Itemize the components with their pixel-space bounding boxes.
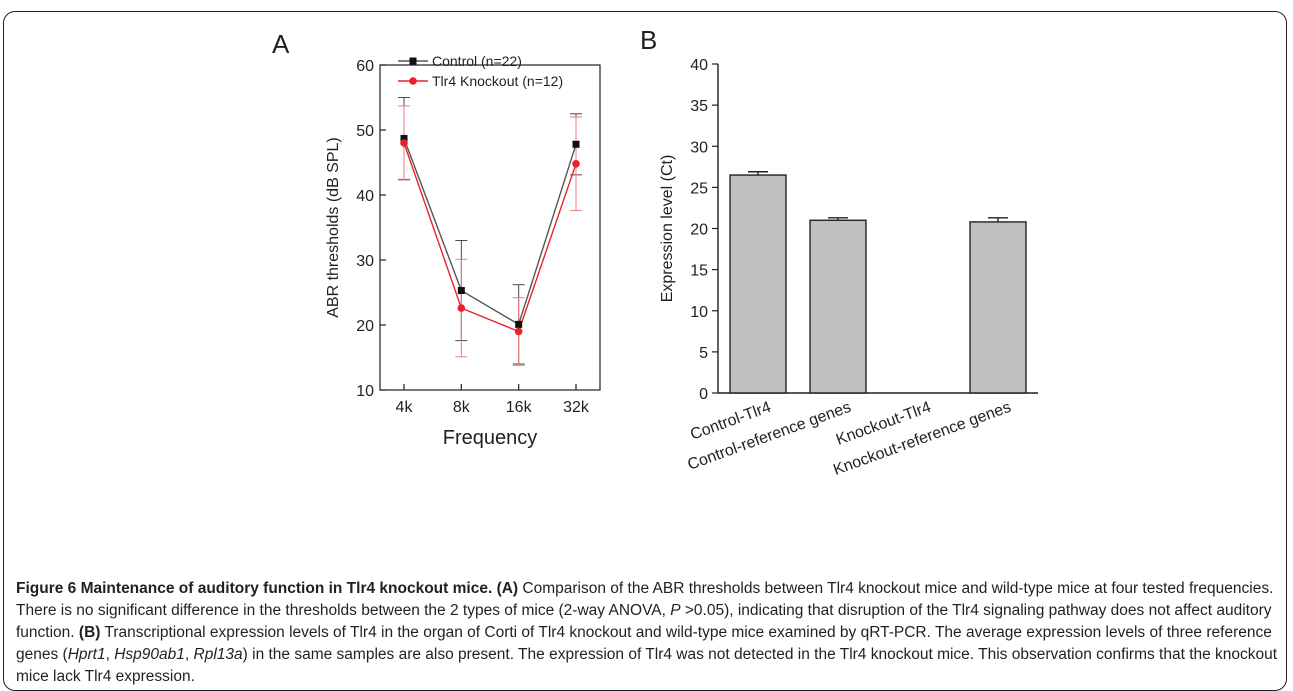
- chart-a-x-tick-label: 16k: [506, 399, 533, 416]
- chart-a-y-tick-label: 10: [356, 383, 374, 400]
- chart-b-y-tick-label: 35: [690, 98, 708, 115]
- chart-a-legend-marker: [409, 57, 417, 65]
- chart-b-y-axis-label: Expression level (Ct): [659, 155, 676, 303]
- chart-a-axes: 10 20 30 40 50 60 4k 8k 16k 32k: [356, 58, 601, 416]
- caption-text-a-1: Comparison of the ABR thresholds between…: [16, 580, 1274, 619]
- chart-b-y-tick-label: 5: [699, 345, 708, 362]
- chart-a-legend-label: Control (n=22): [432, 53, 522, 69]
- chart-b-y-tick-label: 20: [690, 222, 708, 239]
- chart-a-y-tick-label: 30: [356, 253, 374, 270]
- chart-a-abr-thresholds: A ABR thresholds (dB SPL) Frequency 10 20…: [272, 29, 601, 449]
- chart-a-series-line: [403, 138, 577, 326]
- chart-a-y-tick-label: 60: [356, 58, 374, 75]
- chart-a-point-square: [515, 320, 523, 328]
- chart-b-marks: [729, 171, 1027, 394]
- chart-b-bar: [729, 174, 787, 394]
- chart-a-y-tick-label: 40: [356, 188, 374, 205]
- caption-text-b-1: Transcriptional expression levels of Tlr…: [16, 624, 1272, 663]
- caption-sep-1: ,: [105, 646, 115, 663]
- chart-b-y-tick-label: 25: [690, 180, 708, 197]
- chart-a-legend: Control (n=22) Tlr4 Knockout (n=12): [398, 53, 563, 89]
- chart-a-point-square: [400, 134, 408, 142]
- caption-tag-a: (A): [496, 580, 519, 597]
- chart-b-y-tick-label: 10: [690, 304, 708, 321]
- chart-a-point-circle: [457, 304, 466, 312]
- chart-a-y-tick-label: 50: [356, 123, 374, 140]
- chart-b-y-tick-label: 15: [690, 263, 708, 280]
- caption-gene-3: Rpl13a: [193, 646, 243, 663]
- chart-a-legend-marker: [409, 77, 417, 85]
- caption-figure-title: Figure 6 Maintenance of auditory functio…: [16, 580, 493, 597]
- caption-sep-2: ,: [184, 646, 194, 663]
- chart-a-point-circle: [400, 139, 408, 147]
- caption-p-symbol: P: [670, 602, 681, 619]
- chart-a-y-tick-label: 20: [356, 318, 374, 335]
- chart-a-legend-label: Tlr4 Knockout (n=12): [432, 73, 563, 89]
- caption-text-a-2: >0.05), indicating that disruption of th…: [16, 602, 1272, 641]
- chart-b-bar: [969, 221, 1027, 394]
- chart-a-y-axis-label: ABR thresholds (dB SPL): [325, 137, 342, 318]
- panel-a-label: A: [272, 29, 290, 59]
- figure-caption: Figure 6 Maintenance of auditory functio…: [16, 578, 1278, 688]
- chart-a-point-circle: [514, 327, 523, 336]
- chart-a-x-tick-label: 8k: [453, 399, 471, 416]
- caption-gene-2: Hsp90ab1: [114, 646, 185, 663]
- chart-a-point-square: [572, 140, 580, 148]
- chart-a-x-axis-label: Frequency: [443, 427, 538, 449]
- chart-b-y-tick-label: 40: [690, 57, 708, 74]
- chart-b-y-tick-label: 30: [690, 139, 708, 156]
- chart-a-x-tick-label: 4k: [396, 399, 414, 416]
- chart-a-series-line: [403, 142, 577, 333]
- chart-b-y-tick-label: 0: [699, 386, 708, 403]
- caption-tag-b: (B): [78, 624, 101, 641]
- chart-a-marks: [398, 97, 582, 366]
- caption-gene-1: Hprt1: [67, 646, 106, 663]
- chart-b-expression-levels: B Expression level (Ct) 0 5 10 15 20 25 30 35 40…: [640, 25, 1038, 479]
- panel-b-label: B: [640, 25, 657, 55]
- chart-a-plot-frame: [379, 64, 601, 391]
- chart-b-bar: [809, 219, 867, 394]
- chart-a-x-tick-label: 32k: [563, 399, 590, 416]
- chart-a-point-square: [457, 287, 465, 295]
- chart-a-point-circle: [572, 160, 580, 168]
